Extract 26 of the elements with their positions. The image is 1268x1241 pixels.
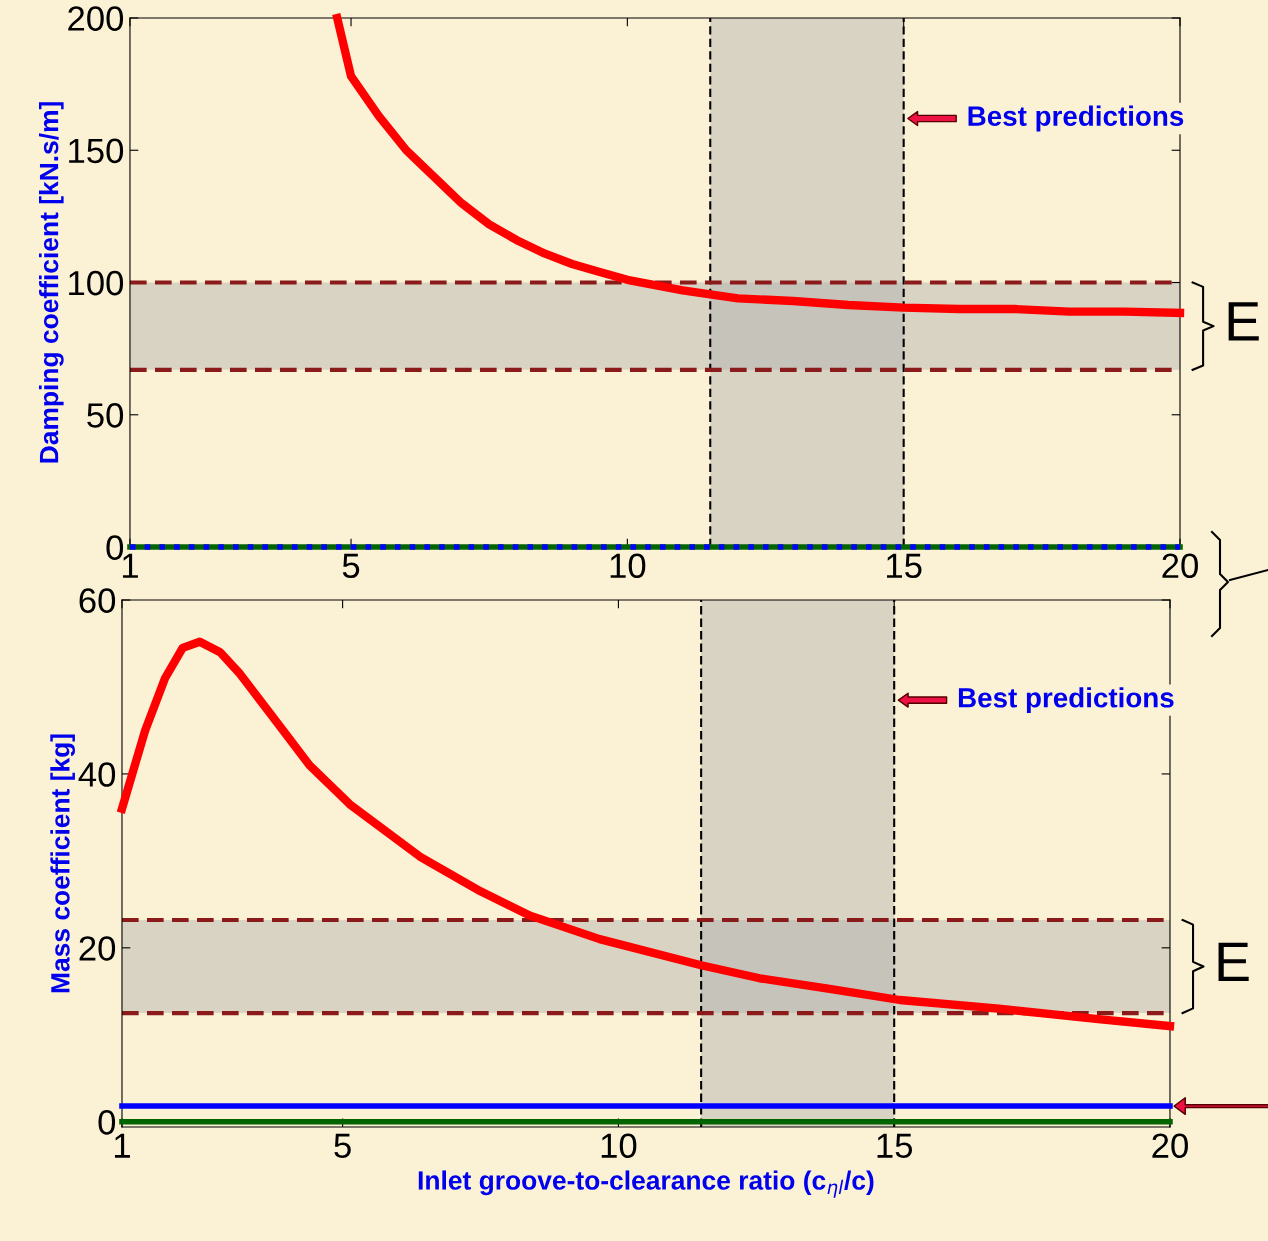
y-tick-label: 150 <box>69 138 124 164</box>
y-tick-label: 50 <box>87 403 124 428</box>
x-tick-label: 5 <box>342 553 360 579</box>
y-tick-label: 40 <box>78 762 116 787</box>
x-tick-label: 1 <box>114 1133 130 1158</box>
text: E <box>1228 302 1259 341</box>
x-tick-label: 20 <box>1162 553 1198 579</box>
x-tick-label: 15 <box>877 1133 913 1159</box>
x-tick-label: 5 <box>334 1133 351 1159</box>
x-axis-title: Inlet groove-to-clearance ratio (c$_{ηl}$/c) <box>418 1170 874 1198</box>
x-tick-label: 10 <box>610 553 646 579</box>
text: E <box>1218 942 1249 981</box>
x-tick-label: 15 <box>887 553 922 579</box>
y-tick-label: 0 <box>98 1110 116 1135</box>
y-tick-label: 60 <box>79 588 116 613</box>
y-axis-title: Damping coefficient [kN.s/m] <box>39 102 64 463</box>
y-tick-label: 100 <box>69 270 124 296</box>
x-tick-label: 20 <box>1152 1133 1188 1159</box>
x-tick-label: 1 <box>122 553 138 578</box>
annotation: Best predictions <box>958 687 1174 714</box>
y-tick-label: 200 <box>68 6 124 31</box>
y-tick-label: 0 <box>106 535 124 560</box>
annotation: Best predictions <box>968 105 1184 132</box>
y-axis-title: Mass coefficient [kg] <box>50 734 76 993</box>
y-tick-label: 20 <box>79 936 116 961</box>
x-tick-label: 10 <box>601 1133 637 1159</box>
